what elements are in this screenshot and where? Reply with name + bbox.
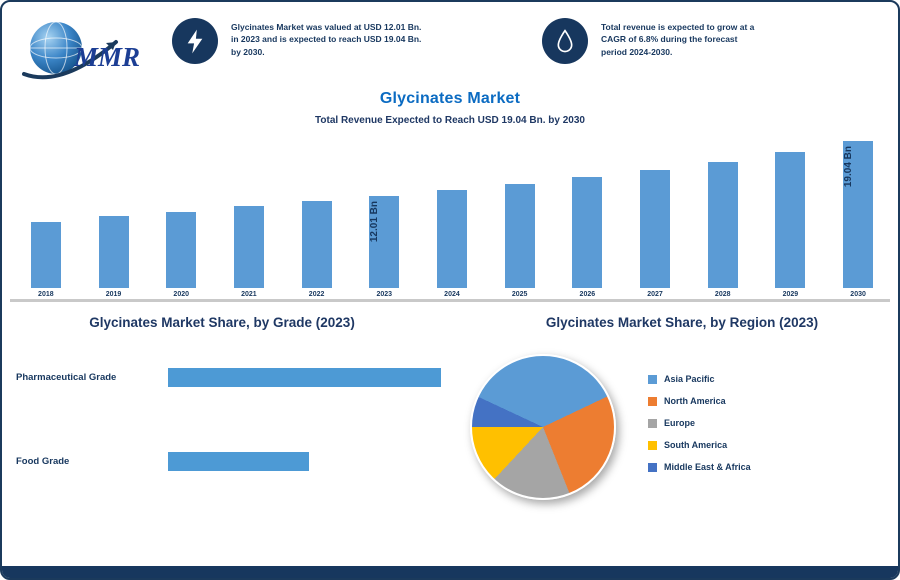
revenue-bar-2021 bbox=[233, 206, 264, 288]
grade-label: Pharmaceutical Grade bbox=[16, 372, 117, 383]
year-label: 2023 bbox=[376, 291, 393, 298]
page-subtitle: Total Revenue Expected to Reach USD 19.0… bbox=[315, 115, 585, 126]
revenue-bar-chart: 2018 2019 2020 2021 2022 12.01 Bn 2023 2024 2025… bbox=[12, 136, 892, 298]
revenue-bar-2028 bbox=[707, 162, 738, 288]
grade-bar bbox=[168, 452, 309, 471]
revenue-bar-2022 bbox=[301, 201, 332, 288]
bar-column: 2027 bbox=[621, 170, 689, 298]
legend-item: South America bbox=[648, 440, 751, 450]
bar-value-label: 19.04 Bn bbox=[843, 146, 855, 188]
revenue-bar-2020 bbox=[166, 212, 197, 288]
year-label: 2022 bbox=[308, 291, 325, 298]
bar-column: 2020 bbox=[147, 212, 215, 298]
year-label: 2025 bbox=[511, 291, 528, 298]
year-label: 2030 bbox=[850, 291, 866, 298]
legend-label: Asia Pacific bbox=[664, 374, 715, 384]
revenue-bar-2027 bbox=[640, 170, 671, 288]
year-label: 2024 bbox=[444, 291, 460, 298]
bar-column: 12.01 Bn 2023 bbox=[350, 196, 418, 298]
grade-bar-row: Pharmaceutical Grade bbox=[16, 368, 441, 387]
year-label: 2029 bbox=[782, 291, 799, 298]
year-label: 2028 bbox=[714, 291, 731, 298]
legend-swatch bbox=[648, 418, 657, 428]
highlight-value-text: Glycinates Market was valued at USD 12.0… bbox=[231, 22, 422, 57]
mmr-logo-text: MMR bbox=[74, 42, 141, 72]
globe-icon bbox=[22, 21, 118, 80]
bar-column: 2018 bbox=[12, 222, 80, 298]
year-label: 2018 bbox=[38, 291, 54, 298]
highlight-badge bbox=[542, 18, 588, 64]
revenue-bar-2019 bbox=[98, 216, 129, 288]
legend-item: Asia Pacific bbox=[648, 374, 751, 384]
year-label: 2027 bbox=[647, 291, 663, 298]
legend-item: Middle East & Africa bbox=[648, 462, 751, 472]
year-label: 2020 bbox=[173, 291, 189, 298]
bar-column: 19.04 Bn 2030 bbox=[824, 141, 892, 298]
grade-bar-row: Food Grade bbox=[16, 452, 309, 471]
footer-bar bbox=[2, 566, 898, 578]
bar-column: 2022 bbox=[283, 201, 351, 298]
mmr-logo: MMR bbox=[16, 10, 176, 88]
page-title: Glycinates Market bbox=[379, 90, 521, 107]
legend-item: North America bbox=[648, 396, 751, 406]
grade-chart-title: Glycinates Market Share, by Grade (2023) bbox=[89, 315, 355, 330]
bar-column: 2026 bbox=[554, 177, 622, 298]
revenue-bar-2026 bbox=[572, 177, 603, 288]
revenue-bar-2029 bbox=[775, 152, 806, 288]
legend-label: South America bbox=[664, 440, 728, 450]
legend-swatch bbox=[648, 396, 657, 406]
legend-label: Middle East & Africa bbox=[664, 462, 751, 472]
legend-swatch bbox=[648, 374, 657, 384]
grade-label: Food Grade bbox=[16, 456, 70, 467]
pie-legend: Asia Pacific North America Europe South Ame… bbox=[648, 374, 751, 484]
bar-column: 2029 bbox=[757, 152, 825, 298]
revenue-bar-2030: 19.04 Bn bbox=[843, 141, 874, 288]
legend-label: Europe bbox=[664, 418, 696, 428]
year-label: 2026 bbox=[579, 291, 596, 298]
revenue-bar-2024 bbox=[436, 190, 467, 288]
droplet-icon bbox=[557, 28, 573, 52]
bar-value-label: 12.01 Bn bbox=[369, 201, 381, 243]
legend-swatch bbox=[648, 462, 657, 472]
region-chart-title: Glycinates Market Share, by Region (2023… bbox=[545, 315, 819, 330]
legend-item: Europe bbox=[648, 418, 751, 428]
highlight-cagr-text: Total revenue is expected to grow at a C… bbox=[601, 22, 755, 57]
bar-column: 2028 bbox=[689, 162, 757, 298]
legend-swatch bbox=[648, 440, 657, 450]
year-label: 2021 bbox=[241, 291, 257, 298]
highlight-badge bbox=[172, 18, 218, 64]
lightning-icon bbox=[187, 29, 203, 53]
chart-baseline-divider bbox=[10, 299, 890, 302]
bar-column: 2019 bbox=[80, 216, 148, 298]
revenue-bar-2023: 12.01 Bn bbox=[369, 196, 400, 288]
bar-column: 2021 bbox=[215, 206, 283, 298]
grade-bar bbox=[168, 368, 441, 387]
bar-column: 2025 bbox=[486, 184, 554, 298]
revenue-bar-2025 bbox=[504, 184, 535, 288]
year-label: 2019 bbox=[105, 291, 122, 298]
legend-label: North America bbox=[664, 396, 726, 406]
region-pie-chart bbox=[470, 354, 616, 500]
bar-column: 2024 bbox=[418, 190, 486, 298]
revenue-bar-2018 bbox=[30, 222, 61, 288]
highlight-cagr: Total revenue is expected to grow at a C… bbox=[542, 18, 756, 64]
highlight-value: Glycinates Market was valued at USD 12.0… bbox=[172, 18, 423, 64]
